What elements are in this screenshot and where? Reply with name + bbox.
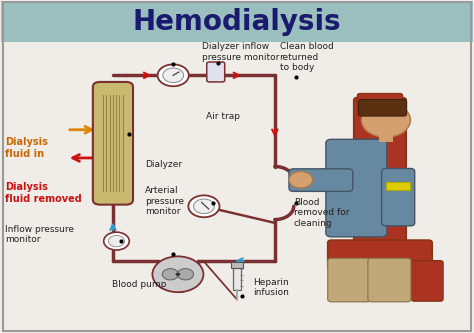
Circle shape bbox=[162, 269, 178, 280]
Circle shape bbox=[153, 256, 203, 292]
Circle shape bbox=[175, 273, 180, 276]
Text: Blood
removed for
cleaning: Blood removed for cleaning bbox=[294, 198, 349, 228]
Circle shape bbox=[193, 199, 214, 213]
FancyBboxPatch shape bbox=[289, 169, 353, 191]
FancyBboxPatch shape bbox=[93, 82, 133, 205]
FancyBboxPatch shape bbox=[354, 98, 406, 259]
FancyBboxPatch shape bbox=[207, 62, 225, 82]
Text: Blood pump: Blood pump bbox=[112, 280, 166, 289]
FancyBboxPatch shape bbox=[0, 1, 474, 42]
Circle shape bbox=[289, 171, 313, 188]
Text: Inflow pressure
monitor: Inflow pressure monitor bbox=[5, 225, 74, 244]
FancyBboxPatch shape bbox=[328, 240, 432, 270]
FancyBboxPatch shape bbox=[382, 168, 415, 226]
Circle shape bbox=[109, 235, 125, 247]
Text: Hemodialysis: Hemodialysis bbox=[133, 8, 341, 36]
Text: Arterial
pressure
monitor: Arterial pressure monitor bbox=[145, 186, 184, 216]
FancyBboxPatch shape bbox=[233, 265, 241, 290]
Text: Heparin
infusion: Heparin infusion bbox=[254, 278, 290, 297]
FancyBboxPatch shape bbox=[386, 182, 410, 190]
FancyBboxPatch shape bbox=[326, 139, 387, 237]
Text: Dialyzer inflow
pressure monitor: Dialyzer inflow pressure monitor bbox=[201, 42, 279, 62]
Text: Clean blood
returned
to body: Clean blood returned to body bbox=[280, 42, 333, 72]
Text: Dialyzer: Dialyzer bbox=[145, 161, 182, 169]
Circle shape bbox=[163, 68, 183, 83]
FancyBboxPatch shape bbox=[357, 94, 402, 114]
Circle shape bbox=[104, 232, 129, 250]
Circle shape bbox=[177, 269, 193, 280]
FancyBboxPatch shape bbox=[411, 261, 443, 301]
FancyBboxPatch shape bbox=[358, 100, 407, 116]
Circle shape bbox=[157, 64, 189, 86]
FancyBboxPatch shape bbox=[379, 133, 393, 142]
Text: Air trap: Air trap bbox=[206, 112, 240, 121]
Circle shape bbox=[188, 195, 219, 217]
Text: Dialysis
fluid removed: Dialysis fluid removed bbox=[5, 182, 82, 204]
Text: Dialysis
fluid in: Dialysis fluid in bbox=[5, 138, 48, 159]
FancyBboxPatch shape bbox=[328, 258, 371, 302]
FancyBboxPatch shape bbox=[368, 258, 411, 302]
Circle shape bbox=[361, 103, 410, 137]
FancyBboxPatch shape bbox=[231, 262, 243, 268]
